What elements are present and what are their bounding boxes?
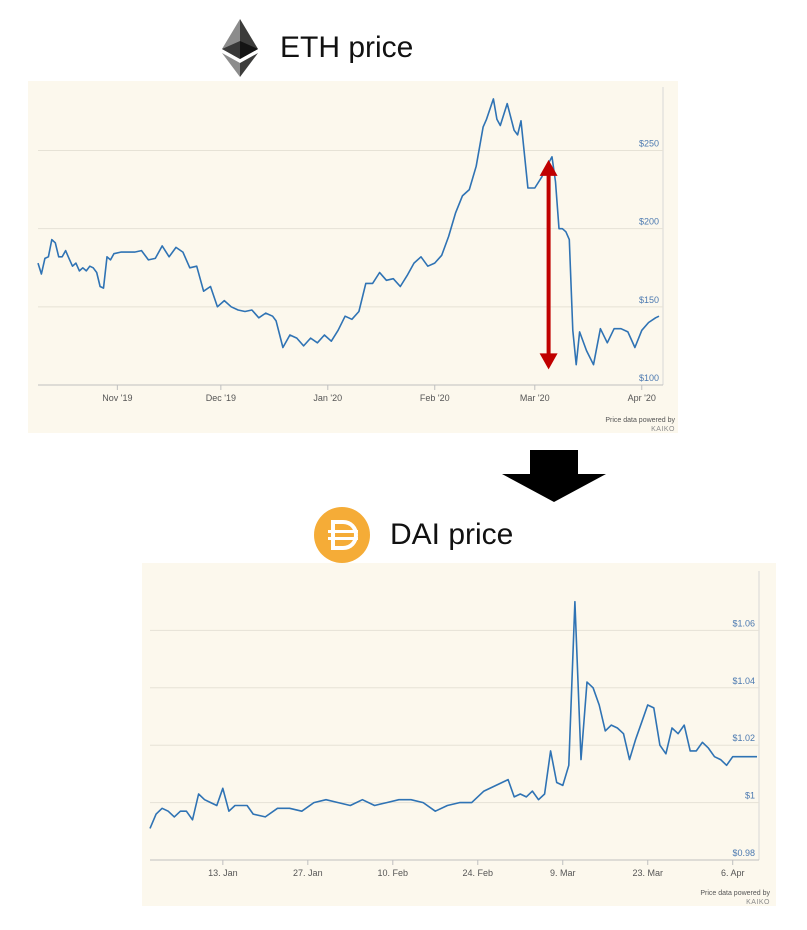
eth-price-chart: $100 $150 $200 $250 Nov '19 Dec '19 Jan '20 Feb…	[28, 81, 678, 433]
eth-chart-svg: $100 $150 $200 $250 Nov '19 Dec '19 Jan '20 Feb…	[37, 87, 675, 433]
eth-x-tick-label: Feb '20	[420, 393, 450, 403]
eth-x-tick-label: Jan '20	[313, 393, 342, 403]
eth-heading: ETH price	[222, 18, 413, 78]
dai-credit-text: Price data powered by	[700, 890, 770, 897]
eth-y-tick-label: $150	[639, 295, 659, 305]
dai-y-tick-label: $1.02	[732, 733, 755, 743]
eth-x-tick-label: Apr '20	[628, 393, 656, 403]
dai-x-tick-label: 24. Feb	[463, 868, 494, 878]
dai-y-tick-label: $1.04	[732, 676, 755, 686]
dai-chart-svg: $0.98 $1 $1.02 $1.04 $1.06 13. Jan 27. Jan 10. …	[149, 571, 770, 906]
eth-drop-annotation-arrow	[539, 159, 558, 370]
eth-credit-brand: KAIKO	[651, 426, 675, 433]
dai-x-tick-label: 10. Feb	[378, 868, 409, 878]
down-arrow-icon	[502, 450, 606, 502]
dai-heading: DAI price	[314, 505, 513, 565]
eth-y-tick-label: $250	[639, 139, 659, 149]
dai-credit-brand: KAIKO	[746, 899, 770, 906]
dai-x-tick-label: 13. Jan	[208, 868, 238, 878]
dai-x-tick-label: 6. Apr	[721, 868, 745, 878]
eth-x-tick-label: Dec '19	[206, 393, 236, 403]
dai-x-tick-label: 23. Mar	[632, 868, 663, 878]
eth-title: ETH price	[280, 31, 414, 64]
eth-series-line	[37, 98, 660, 366]
eth-x-tick-label: Nov '19	[102, 393, 132, 403]
dai-y-tick-label: $0.98	[732, 848, 755, 858]
dai-x-tick-label: 9. Mar	[550, 868, 576, 878]
dai-x-tick-label: 27. Jan	[293, 868, 323, 878]
dai-series-line	[149, 600, 757, 829]
dai-price-chart: $0.98 $1 $1.02 $1.04 $1.06 13. Jan 27. Jan 10. …	[142, 563, 776, 906]
eth-credit-text: Price data powered by	[605, 417, 675, 424]
dai-y-tick-label: $1.06	[732, 618, 755, 628]
dai-title: DAI price	[390, 518, 514, 551]
ethereum-logo-icon	[222, 19, 258, 77]
dai-logo-icon	[314, 507, 370, 563]
eth-x-tick-label: Mar '20	[520, 393, 550, 403]
dai-y-tick-label: $1	[745, 791, 755, 801]
eth-y-tick-label: $100	[639, 373, 659, 383]
eth-y-tick-label: $200	[639, 217, 659, 227]
